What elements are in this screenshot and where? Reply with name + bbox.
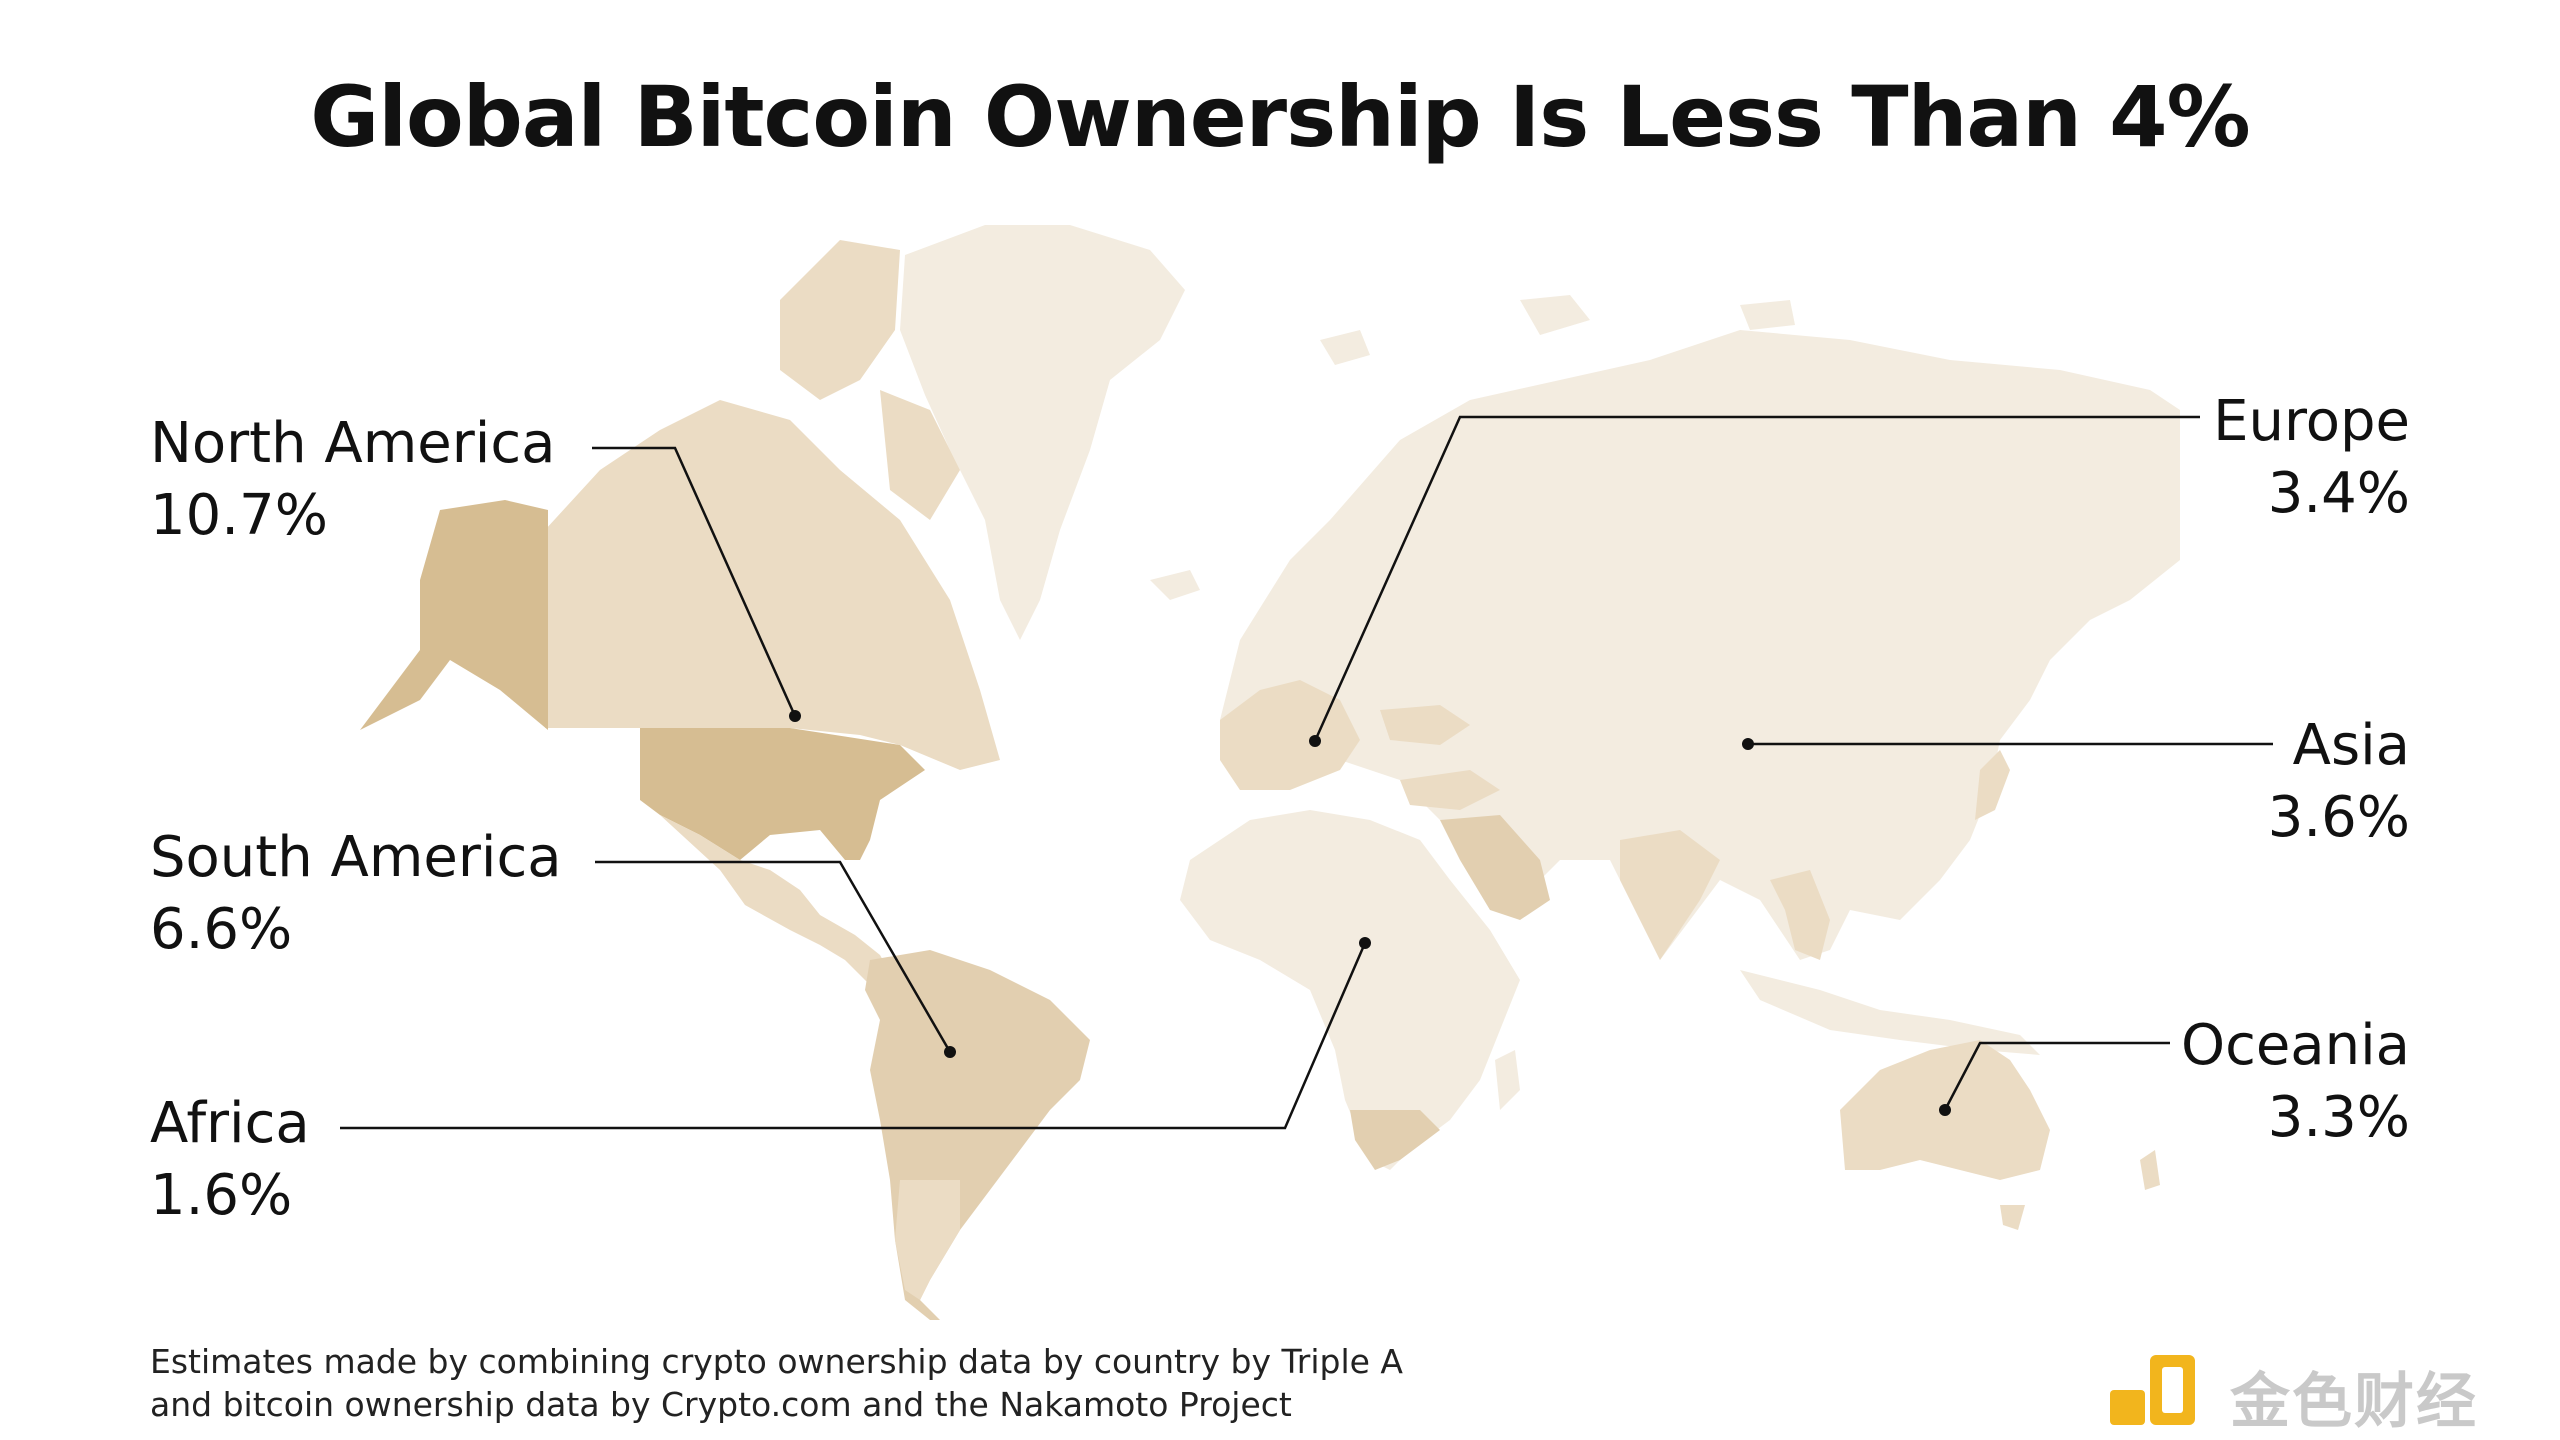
land-ukraine-region — [1380, 705, 1470, 745]
marker-south-america — [944, 1046, 956, 1058]
label-asia: Asia 3.6% — [2268, 710, 2410, 854]
land-arctic-islands — [780, 240, 900, 400]
marker-europe — [1309, 735, 1321, 747]
land-southeast-asia — [1770, 870, 1830, 960]
label-europe: Europe 3.4% — [2213, 386, 2410, 530]
land-south-africa — [1350, 1110, 1440, 1170]
leader-north-america — [592, 446, 797, 717]
land-south-america — [865, 950, 1090, 1320]
land-novaya-zemlya — [1520, 295, 1590, 335]
land-europe-west — [1220, 680, 1360, 790]
map-title: Global Bitcoin Ownership Is Less Than 4% — [310, 68, 2250, 166]
marker-asia — [1742, 738, 1754, 750]
footnote-line-1: Estimates made by combining crypto owner… — [150, 1342, 1404, 1381]
land-svalbard — [1320, 330, 1370, 365]
marker-africa — [1359, 937, 1371, 949]
land-canada — [545, 400, 1000, 770]
leader-africa — [340, 942, 1367, 1130]
land-alaska — [360, 500, 548, 730]
land-severnaya — [1740, 300, 1795, 330]
land-japan — [1975, 750, 2010, 820]
land-africa — [1180, 810, 1520, 1170]
region-name: North America — [150, 411, 556, 476]
land-greenland — [900, 225, 1185, 640]
label-south-america: South America 6.6% — [150, 822, 562, 966]
land-new-zealand — [2140, 1150, 2160, 1190]
land-arabia — [1440, 815, 1550, 920]
region-name: Africa — [150, 1091, 310, 1156]
marker-oceania — [1939, 1104, 1951, 1116]
region-value: 6.6% — [150, 897, 293, 962]
region-value: 10.7% — [150, 483, 328, 548]
leader-oceania — [1943, 1041, 2170, 1111]
land-india — [1620, 830, 1720, 960]
land-indonesia — [1740, 970, 2040, 1055]
land-madagascar — [1495, 1050, 1520, 1110]
watermark-logo-icon — [2110, 1355, 2195, 1425]
footnote-line-2: and bitcoin ownership data by Crypto.com… — [150, 1385, 1292, 1424]
region-name: Europe — [2213, 389, 2410, 454]
marker-north-america — [789, 710, 801, 722]
label-north-america: North America 10.7% — [150, 408, 555, 552]
land-mexico — [660, 815, 900, 995]
land-turkey — [1400, 770, 1500, 810]
land-iceland — [1150, 570, 1200, 600]
label-africa: Africa 1.6% — [150, 1088, 310, 1232]
label-oceania: Oceania 3.3% — [2181, 1010, 2410, 1154]
watermark-text: 金色财经 — [2230, 1367, 2478, 1437]
land-patagonia — [895, 1180, 960, 1300]
region-value: 3.3% — [2267, 1085, 2410, 1150]
watermark: 金色财经 — [2105, 1345, 2545, 1437]
region-name: Asia — [2292, 713, 2410, 778]
region-name: Oceania — [2180, 1013, 2410, 1078]
land-baffin — [880, 390, 960, 520]
region-value: 3.6% — [2267, 785, 2410, 850]
land-tasmania — [2000, 1205, 2025, 1230]
region-value: 1.6% — [150, 1163, 293, 1228]
land-usa — [640, 728, 925, 860]
region-name: South America — [150, 825, 562, 890]
region-value: 3.4% — [2267, 461, 2410, 526]
source-footnote: Estimates made by combining crypto owner… — [150, 1340, 1403, 1426]
leader-south-america — [595, 860, 952, 1053]
leader-europe — [1313, 415, 2200, 742]
